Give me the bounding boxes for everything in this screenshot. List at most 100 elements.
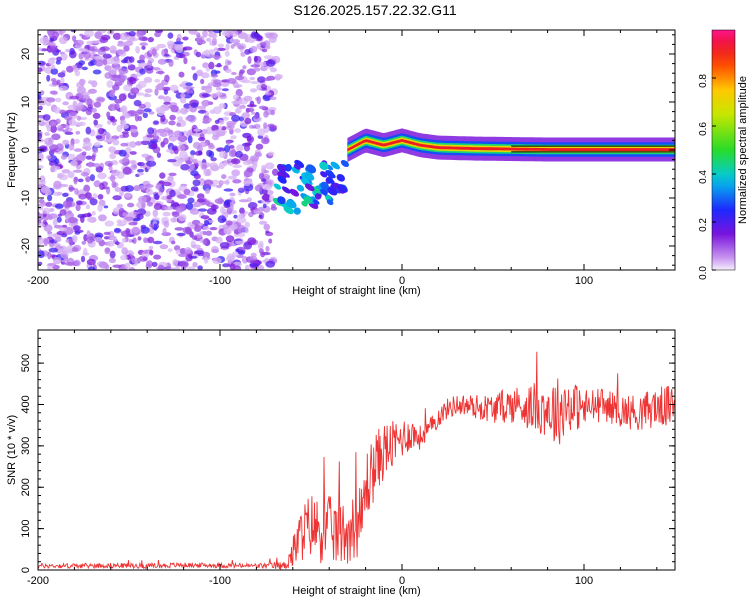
heatmap-blob: [327, 186, 338, 196]
heatmap-cell: [204, 85, 212, 94]
heatmap-cell: [191, 235, 198, 240]
heatmap-cell: [258, 220, 268, 225]
heatmap-cell: [196, 144, 203, 153]
heatmap-cell: [225, 68, 232, 74]
heatmap-cell: [183, 188, 191, 196]
heatmap-cell: [265, 260, 276, 268]
heatmap-cell: [185, 86, 195, 90]
heatmap-cell: [167, 104, 178, 109]
heatmap-cell: [214, 70, 221, 74]
heatmap-cell: [125, 185, 134, 192]
heatmap-cell: [185, 227, 192, 235]
heatmap-cell: [81, 240, 87, 245]
heatmap-cell: [69, 50, 77, 59]
heatmap-cell: [230, 158, 241, 165]
heatmap-blob: [294, 159, 305, 168]
heatmap-cell: [121, 105, 128, 114]
heatmap-cell: [108, 166, 113, 171]
heatmap-cell: [231, 169, 241, 177]
heatmap-cell: [76, 115, 82, 121]
heatmap-cell: [109, 91, 115, 98]
heatmap-cell: [231, 100, 242, 105]
heatmap-cell: [62, 192, 69, 197]
heatmap-cell: [153, 203, 163, 210]
heatmap-cell: [239, 207, 245, 215]
heatmap-cell: [86, 217, 93, 223]
heatmap-cell: [216, 147, 226, 152]
heatmap-cell: [198, 208, 207, 212]
bottom-y-axis-label: SNR (10 * v/v): [6, 415, 18, 485]
heatmap-cell: [77, 178, 84, 183]
heatmap-cell: [114, 103, 120, 111]
heatmap-blob: [293, 207, 301, 215]
heatmap-cell: [201, 99, 211, 107]
heatmap-cell: [159, 244, 169, 250]
heatmap-cell: [46, 97, 56, 103]
x-tick-label: -200: [27, 275, 49, 287]
heatmap-cell: [234, 75, 245, 81]
heatmap-cell: [64, 115, 73, 121]
heatmap-cell: [248, 124, 255, 129]
heatmap-cell: [254, 31, 259, 37]
heatmap-cell: [227, 175, 237, 180]
heatmap-cell: [156, 43, 167, 49]
heatmap-cell: [228, 150, 237, 158]
heatmap-cell: [62, 200, 73, 208]
heatmap-cell: [253, 67, 261, 72]
heatmap-cell: [192, 73, 198, 81]
heatmap-cell: [202, 231, 207, 236]
heatmap-cell: [92, 193, 98, 200]
heatmap-cell: [177, 144, 186, 152]
heatmap-cell: [116, 219, 123, 224]
heatmap-cell: [163, 101, 171, 105]
heatmap-cell: [237, 45, 245, 50]
heatmap-cell: [154, 79, 161, 83]
heatmap-cell: [187, 114, 197, 123]
heatmap-cell: [93, 142, 101, 148]
heatmap-cell: [135, 46, 141, 54]
heatmap-cell: [227, 253, 235, 260]
heatmap-cell: [46, 74, 51, 82]
heatmap-cell: [74, 188, 79, 195]
heatmap-cell: [259, 41, 267, 47]
heatmap-cell: [157, 95, 165, 100]
heatmap-cell: [121, 59, 127, 64]
heatmap-cell: [91, 51, 96, 55]
heatmap-blob: [289, 188, 300, 197]
heatmap-blob: [272, 197, 283, 206]
heatmap-cell: [232, 94, 240, 101]
heatmap-cell: [163, 96, 172, 103]
heatmap-cell: [271, 203, 276, 209]
heatmap-cell: [202, 30, 208, 38]
heatmap-cell: [54, 237, 62, 243]
y-tick-label: -10: [20, 190, 32, 206]
heatmap-blob: [276, 163, 287, 173]
heatmap-cell: [54, 203, 64, 209]
heatmap-cell: [38, 250, 45, 259]
heatmap-cell: [93, 236, 103, 242]
heatmap-cell: [88, 88, 97, 94]
heatmap-cell: [72, 35, 77, 42]
heatmap-cell: [75, 200, 83, 205]
heatmap-cell: [55, 143, 64, 151]
heatmap-cell: [47, 194, 53, 202]
heatmap-cell: [110, 57, 121, 65]
heatmap-cell: [110, 174, 116, 183]
heatmap-cell: [137, 162, 145, 167]
heatmap-cell: [128, 238, 132, 243]
heatmap-cell: [153, 254, 162, 260]
heatmap-cell: [50, 37, 55, 42]
heatmap-cell: [85, 108, 93, 116]
heatmap-cell: [261, 48, 268, 53]
heatmap-cell: [191, 66, 196, 71]
heatmap-cell: [57, 173, 63, 179]
heatmap-blob: [337, 184, 348, 193]
heatmap-cell: [106, 186, 111, 195]
heatmap-cell: [238, 232, 246, 238]
heatmap-cell: [73, 138, 80, 144]
heatmap-cell: [189, 208, 200, 215]
heatmap-cell: [112, 195, 122, 201]
heatmap-cell: [67, 171, 75, 179]
heatmap-cell: [179, 96, 187, 104]
heatmap-cell: [243, 95, 253, 102]
